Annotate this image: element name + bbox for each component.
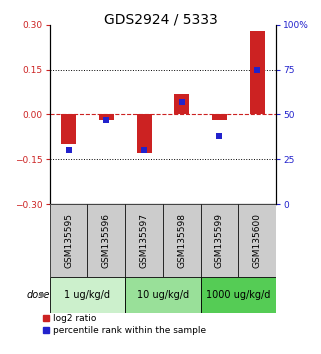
Bar [125, 277, 201, 313]
Text: GSM135600: GSM135600 [253, 213, 262, 268]
Bar [50, 204, 87, 277]
Text: GDS2924 / 5333: GDS2924 / 5333 [104, 12, 217, 27]
Bar [136, 114, 152, 153]
Bar [87, 204, 125, 277]
Text: GSM135595: GSM135595 [64, 213, 73, 268]
Bar [50, 277, 125, 313]
Text: 1 ug/kg/d: 1 ug/kg/d [65, 290, 110, 300]
Bar [174, 93, 189, 114]
Text: 10 ug/kg/d: 10 ug/kg/d [137, 290, 189, 300]
Bar [99, 114, 114, 120]
Bar [238, 204, 276, 277]
Bar [212, 114, 227, 120]
Bar [201, 204, 238, 277]
Bar [61, 114, 76, 144]
Text: GSM135598: GSM135598 [177, 213, 186, 268]
Text: 1000 ug/kg/d: 1000 ug/kg/d [206, 290, 271, 300]
Text: GSM135597: GSM135597 [140, 213, 149, 268]
Text: dose: dose [26, 290, 50, 300]
Bar [250, 31, 265, 114]
Text: GSM135596: GSM135596 [102, 213, 111, 268]
Legend: log2 ratio, percentile rank within the sample: log2 ratio, percentile rank within the s… [43, 314, 206, 335]
Bar [163, 204, 201, 277]
Bar [201, 277, 276, 313]
Text: GSM135599: GSM135599 [215, 213, 224, 268]
Bar [125, 204, 163, 277]
